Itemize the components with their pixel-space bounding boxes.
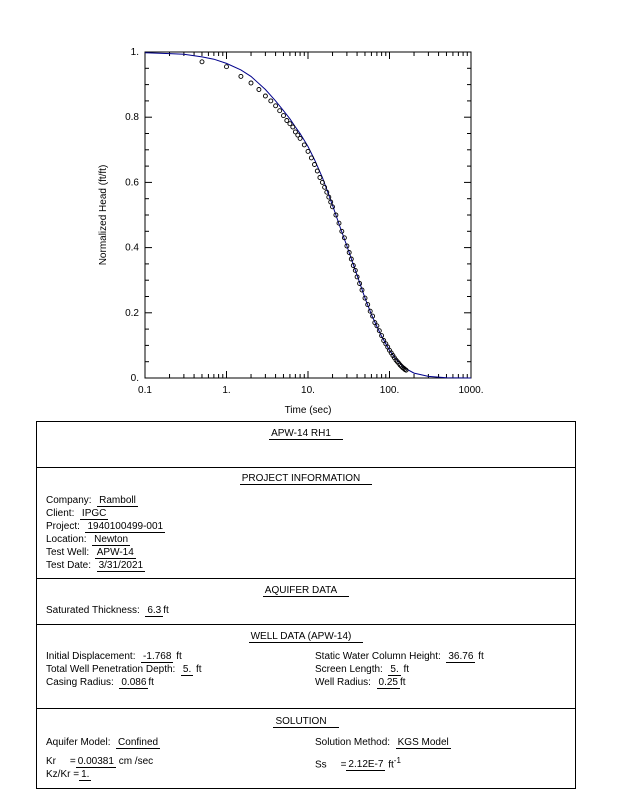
data-point	[305, 148, 311, 154]
data-point	[397, 362, 403, 368]
data-point	[346, 250, 352, 255]
data-point	[295, 132, 301, 138]
data-point	[359, 287, 365, 293]
chart: 0.1 1. 10. 100. 1000. 0. 0.2 0.4 0.6 0.8 1. Time (…	[98, 47, 484, 416]
data-point	[277, 108, 283, 114]
data-point	[319, 179, 325, 185]
title-section: APW-14 RH1	[37, 422, 575, 468]
data-point	[314, 168, 320, 174]
kr-row: Kr = 0.00381 cm /sec	[46, 756, 154, 768]
data-point	[290, 124, 296, 130]
data-point	[379, 333, 385, 339]
report-title: APW-14 RH1	[37, 428, 575, 440]
solution-section: SOLUTION Aquifer Model: Confined Solutio…	[37, 709, 575, 788]
project-info-heading: PROJECT INFORMATION	[37, 473, 575, 485]
data-point	[350, 263, 356, 268]
data-point	[301, 142, 307, 148]
data-point	[287, 121, 293, 127]
data-point	[238, 73, 244, 79]
y-tick-label: 1.	[131, 47, 139, 58]
data-point	[262, 93, 268, 99]
aquifer-model-row: Aquifer Model: Confined	[46, 737, 161, 749]
company-row: Company: Ramboll	[46, 495, 138, 507]
test-date-row: Test Date: 3/31/2021	[46, 560, 146, 572]
plot-area	[144, 51, 472, 379]
x-tick-label: 1000.	[458, 385, 483, 396]
saturated-thickness-row: Saturated Thickness: 6.3 ft	[46, 605, 169, 617]
data-point	[292, 129, 298, 135]
data-point	[317, 175, 323, 180]
x-tick-label: 10.	[301, 385, 315, 396]
project-info-section: PROJECT INFORMATION Company: Ramboll Cli…	[37, 468, 575, 579]
data-point	[330, 204, 335, 210]
well-data-heading: WELL DATA (APW-14)	[37, 631, 575, 643]
aquifer-data-section: AQUIFER DATA Saturated Thickness: 6.3 ft	[37, 579, 575, 625]
data-point	[367, 308, 373, 314]
y-tick-label: 0.8	[125, 112, 139, 123]
data-point	[312, 162, 317, 167]
data-point	[333, 212, 339, 218]
x-tick-label: 0.1	[138, 385, 152, 396]
data-point	[308, 155, 314, 161]
well-data-section: WELL DATA (APW-14) Initial Displacement:…	[37, 625, 575, 709]
y-tick-label: 0.	[131, 373, 139, 384]
data-point	[370, 313, 376, 319]
solution-method-row: Solution Method: KGS Model	[315, 737, 451, 749]
project-row: Project: 1940100499-001	[46, 521, 166, 533]
aquifer-data-heading: AQUIFER DATA	[37, 585, 575, 597]
data-point	[341, 235, 347, 241]
casing-radius-row: Casing Radius: 0.086 ft	[46, 677, 154, 689]
y-tick-label: 0.4	[125, 243, 139, 254]
x-tick-label: 100.	[380, 385, 399, 396]
data-points	[199, 59, 409, 373]
y-axis-label: Normalized Head (ft/ft)	[98, 165, 109, 266]
penetration-depth-row: Total Well Penetration Depth: 5. ft	[46, 664, 202, 676]
data-point	[284, 118, 290, 123]
data-point	[248, 80, 254, 86]
ss-row: Ss = 2.12E-7 ft-1	[315, 756, 401, 772]
report-table: APW-14 RH1 PROJECT INFORMATION Company: …	[36, 421, 576, 789]
data-point	[357, 281, 363, 286]
data-point	[365, 302, 371, 308]
y-tick-label: 0.2	[125, 308, 139, 319]
data-point	[376, 328, 382, 334]
data-point	[362, 295, 368, 301]
location-row: Location: Newton	[46, 534, 131, 546]
data-point	[199, 59, 205, 65]
screen-length-row: Screen Length: 5. ft	[315, 664, 410, 676]
data-point	[336, 220, 342, 226]
fitted-curve	[144, 52, 472, 379]
data-point	[354, 274, 360, 280]
well-radius-row: Well Radius: 0.25 ft	[315, 677, 406, 689]
data-point	[256, 87, 262, 92]
data-point	[326, 194, 332, 200]
axis-tick-labels: 0.1 1. 10. 100. 1000. 0. 0.2 0.4 0.6 0.8 1.	[125, 47, 483, 396]
kz-kr-row: Kz/Kr = 1.	[46, 769, 92, 781]
x-tick-label: 1.	[222, 385, 230, 396]
initial-displacement-row: Initial Displacement: -1.768 ft	[46, 651, 182, 663]
data-point	[344, 243, 350, 249]
data-point	[281, 113, 286, 119]
data-point	[403, 367, 409, 373]
data-point	[322, 184, 328, 190]
y-tick-label: 0.6	[125, 177, 139, 188]
data-point	[381, 338, 387, 343]
solution-heading: SOLUTION	[37, 716, 575, 728]
data-point	[352, 267, 358, 273]
x-axis-label: Time (sec)	[285, 405, 332, 416]
data-point	[374, 323, 380, 329]
data-point	[324, 189, 330, 195]
data-point	[224, 64, 229, 70]
data-point	[297, 135, 303, 141]
test-well-row: Test Well: APW-14	[46, 547, 136, 559]
data-point	[328, 199, 334, 205]
client-row: Client: IPGC	[46, 508, 109, 520]
data-point	[339, 228, 345, 234]
static-water-column-row: Static Water Column Height: 36.76 ft	[315, 651, 484, 663]
data-point	[348, 256, 354, 262]
data-point	[273, 103, 279, 109]
data-point	[268, 98, 274, 104]
